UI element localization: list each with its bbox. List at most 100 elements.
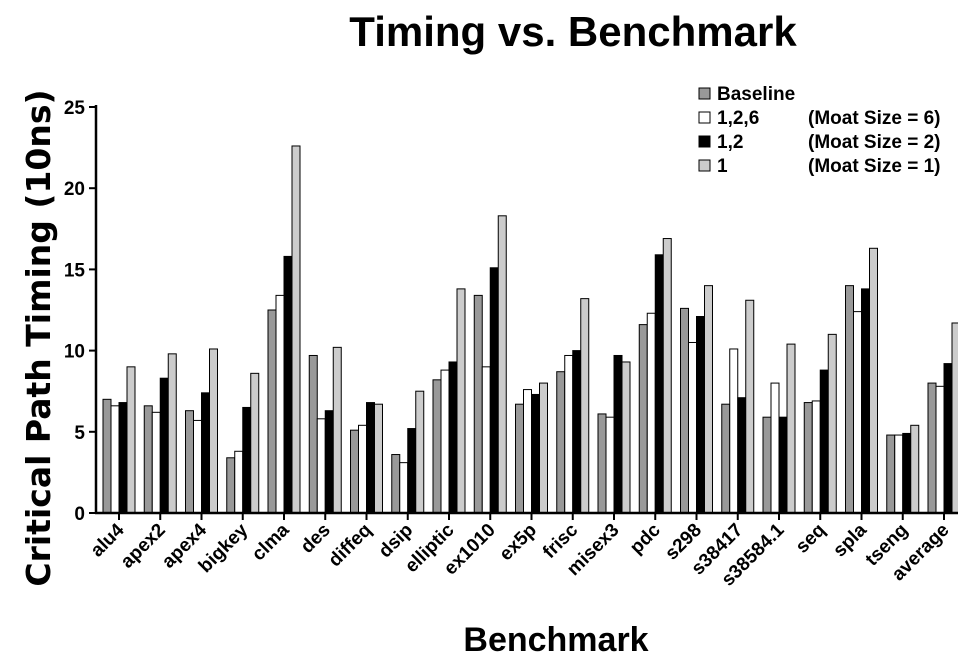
bar-spla-1-2-6: [853, 311, 862, 514]
bar-misex3-1: [621, 361, 631, 514]
bar-s298-baseline: [680, 307, 689, 514]
bar-pdc-1: [662, 238, 672, 514]
bar-dsip-1-2-6: [399, 462, 409, 514]
bar-s38584-1-baseline: [762, 416, 772, 514]
x-tick-label: clma: [248, 519, 294, 565]
x-tick-label: pdc: [626, 519, 665, 558]
bar-misex3-1-2: [613, 354, 623, 514]
bar-pdc-baseline: [638, 324, 648, 514]
bar-average-1: [951, 322, 958, 514]
bar-dsip-1: [415, 390, 425, 514]
bar-diffeq-baseline: [350, 429, 359, 514]
bar-des-baseline: [308, 354, 318, 514]
legend-label: 1,2,6: [717, 108, 759, 129]
legend-swatch-1-2: [698, 135, 711, 148]
bar-apex2-1-2: [159, 377, 169, 514]
bar-apex2-baseline: [143, 405, 153, 514]
x-tick-label: apex2: [117, 520, 170, 573]
bar-dsip-baseline: [391, 454, 401, 514]
bar-ex5p-1-2-6: [523, 389, 532, 514]
bar-misex3-1-2-6: [605, 416, 615, 514]
x-tick-label: diffeq: [325, 520, 376, 571]
bar-average-baseline: [927, 382, 937, 514]
x-tick-label: seq: [792, 520, 830, 558]
y-tick-label: 20: [64, 179, 85, 200]
bar-bigkey-baseline: [226, 457, 236, 514]
bar-diffeq-1-2: [366, 402, 375, 514]
bar-alu4-1-2: [118, 402, 128, 514]
legend-label: Baseline: [717, 84, 795, 105]
bar-s298-1-2-6: [688, 341, 697, 514]
bar-apex2-1: [167, 353, 177, 514]
bar-ex5p-1-2: [531, 393, 540, 514]
bar-ex1010-1-2-6: [481, 366, 491, 514]
bar-des-1: [332, 346, 342, 514]
y-tick-label: 5: [74, 423, 85, 444]
legend-swatch-1: [698, 159, 711, 172]
bar-clma-1-2: [283, 255, 293, 514]
bar-apex2-1-2-6: [151, 411, 161, 514]
bar-spla-baseline: [845, 285, 854, 514]
bar-elliptic-baseline: [432, 379, 442, 514]
bar-elliptic-1-2: [448, 361, 458, 514]
bar-s38417-1: [745, 299, 755, 514]
bar-alu4-1-2-6: [110, 405, 120, 514]
legend-label: 1,2: [717, 132, 743, 153]
bar-average-1-2-6: [935, 385, 945, 514]
bar-seq-1-2: [819, 369, 829, 514]
legend-note: (Moat Size = 2): [808, 132, 941, 153]
bar-ex1010-1: [497, 215, 507, 514]
y-tick-label: 0: [74, 504, 85, 525]
bar-frisc-1: [580, 298, 590, 514]
y-axis-label: Critical Path Timing (10ns): [19, 89, 58, 586]
legend-note: (Moat Size = 1): [808, 156, 941, 177]
bar-s38584-1-1-2: [778, 416, 788, 514]
legend-swatch-1-2-6: [698, 111, 711, 124]
bar-tseng-1-2: [902, 432, 912, 514]
legend: Baseline 1,2,6 (Moat Size = 6) 1,2 (Moat Siz…: [698, 84, 941, 177]
bar-s38584-1-1-2-6: [770, 382, 780, 514]
bar-ex5p-1: [539, 382, 548, 514]
bar-tseng-1-2-6: [894, 434, 904, 514]
bar-apex4-1-2: [201, 392, 210, 514]
bar-seq-1: [827, 333, 837, 514]
bar-s38417-baseline: [721, 403, 731, 514]
bar-seq-1-2-6: [811, 400, 821, 514]
chart-title: Timing vs. Benchmark: [349, 8, 797, 55]
bar-pdc-1-2-6: [646, 312, 656, 514]
bar-s38417-1-2: [737, 397, 747, 514]
bar-clma-1-2-6: [275, 294, 285, 514]
bar-frisc-baseline: [556, 371, 566, 514]
bar-pdc-1-2: [654, 254, 664, 514]
bar-bigkey-1: [250, 372, 260, 514]
bar-misex3-baseline: [597, 413, 607, 514]
legend-swatch-baseline: [698, 87, 711, 100]
legend-note: (Moat Size = 6): [808, 108, 941, 129]
y-tick-label: 15: [64, 260, 86, 281]
bar-s298-1-2: [696, 315, 705, 514]
bar-elliptic-1: [456, 288, 466, 514]
bar-seq-baseline: [803, 402, 813, 514]
bar-elliptic-1-2-6: [440, 369, 450, 514]
bar-apex4-1: [209, 348, 218, 514]
bar-diffeq-1-2-6: [358, 424, 367, 514]
bar-bigkey-1-2-6: [234, 450, 244, 514]
bar-s298-1: [704, 285, 713, 514]
bar-alu4-baseline: [102, 398, 112, 514]
bar-clma-1: [291, 145, 301, 514]
bar-spla-1-2: [861, 288, 870, 514]
bar-spla-1: [869, 247, 878, 514]
bar-apex4-baseline: [185, 410, 194, 514]
bar-tseng-baseline: [886, 434, 896, 514]
bar-frisc-1-2: [572, 350, 582, 514]
bar-dsip-1-2: [407, 428, 417, 514]
bar-s38417-1-2-6: [729, 348, 739, 514]
bar-average-1-2: [943, 363, 953, 514]
bar-s38584-1-1: [786, 343, 796, 514]
bar-ex1010-baseline: [473, 294, 483, 514]
bar-alu4-1: [126, 366, 136, 514]
bar-ex1010-1-2: [489, 267, 499, 514]
bar-ex5p-baseline: [515, 403, 524, 514]
bar-frisc-1-2-6: [564, 354, 574, 514]
bar-des-1-2: [324, 410, 334, 514]
